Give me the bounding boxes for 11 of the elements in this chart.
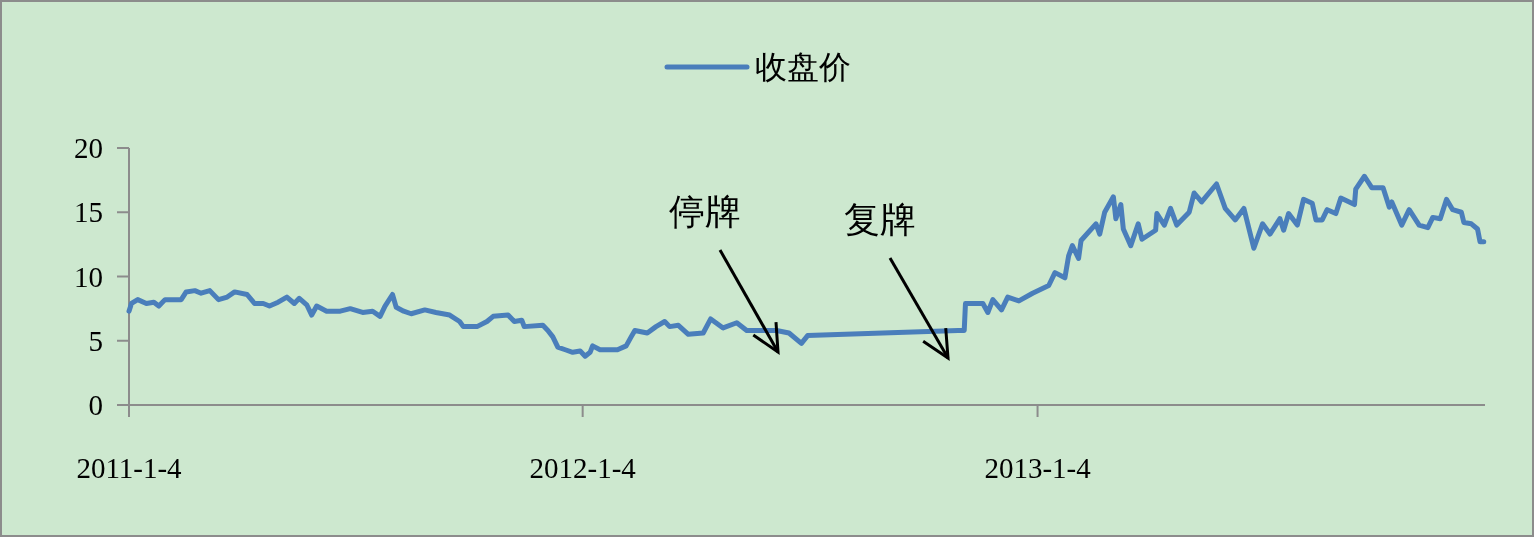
annotation: 复牌 (844, 199, 916, 240)
x-tick-label: 2012-1-4 (529, 452, 637, 484)
y-tick-label: 15 (74, 196, 103, 229)
y-tick-label: 10 (74, 260, 103, 293)
x-tick-label: 2013-1-4 (984, 452, 1092, 484)
legend-label: 收盘价 (755, 48, 851, 86)
y-tick-label: 5 (88, 324, 103, 357)
x-tick-label: 2011-1-4 (76, 452, 183, 484)
y-tick-label: 0 (88, 389, 103, 421)
annotation: 停牌 (669, 191, 741, 232)
y-tick-label: 20 (74, 132, 103, 164)
